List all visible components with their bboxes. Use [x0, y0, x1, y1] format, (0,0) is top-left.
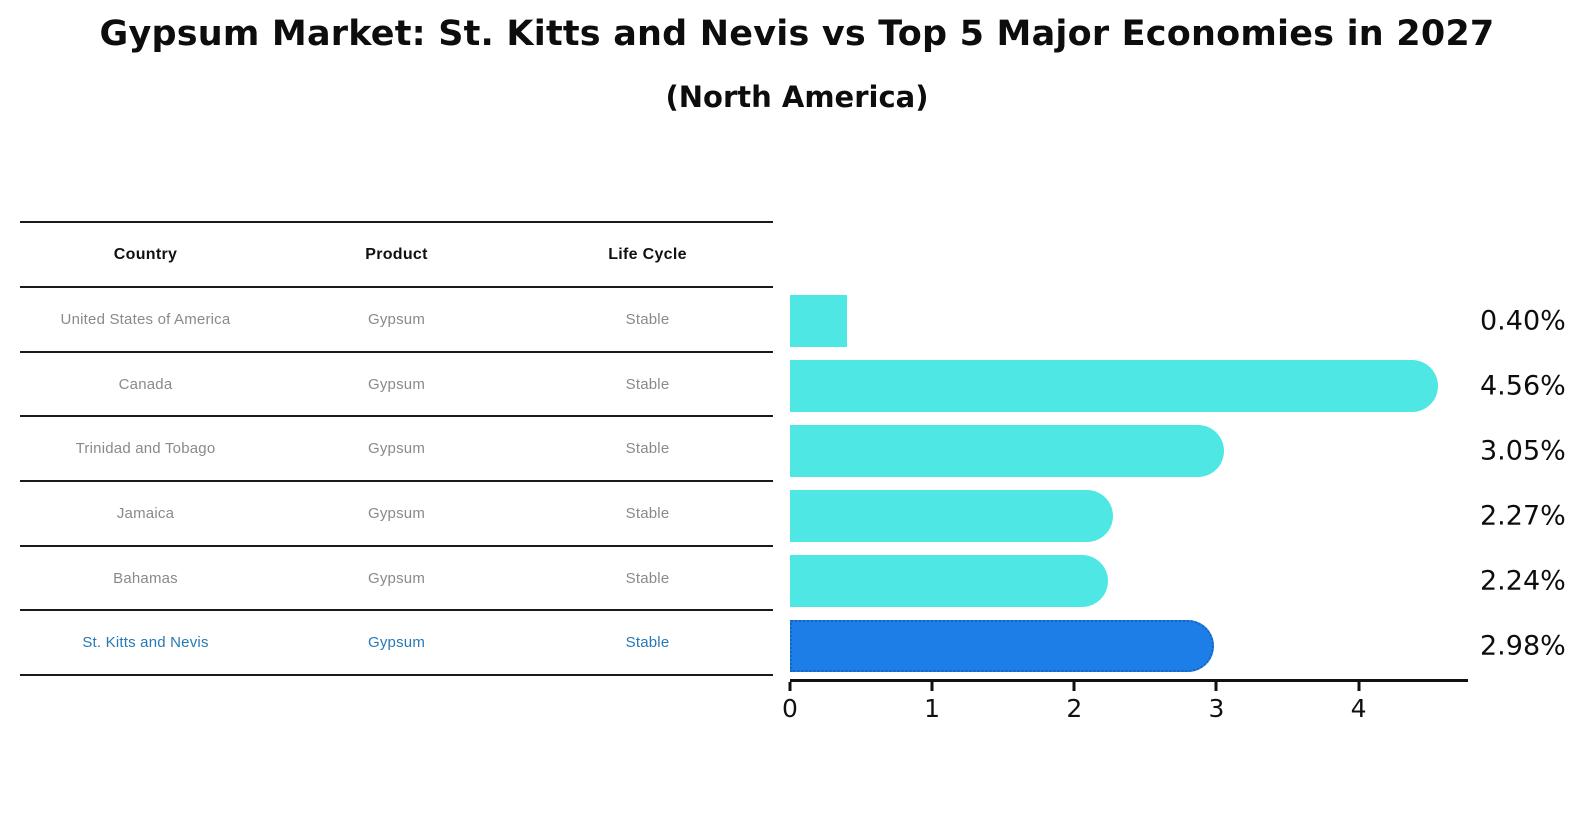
tick-label: 4	[1350, 694, 1367, 723]
table-cell-product: Gypsum	[367, 569, 426, 587]
table-cell-product: Gypsum	[367, 440, 426, 458]
table-cell-country: Trinidad and Tobago	[75, 440, 216, 458]
table-cell-country: Canada	[118, 375, 173, 393]
bar-row	[790, 353, 1468, 418]
table-cell-country: Bahamas	[113, 569, 178, 587]
tick-mark	[1072, 682, 1076, 691]
tick-label: 2	[1066, 694, 1083, 723]
table-header-product: Product	[365, 245, 428, 263]
table-cell-country: St. Kitts and Nevis	[82, 634, 209, 652]
value-label: 2.24%	[1480, 565, 1566, 597]
table-header-country: Country	[113, 245, 178, 263]
table-header-row: Country Product Life Cycle	[20, 223, 773, 288]
value-label: 2.27%	[1480, 500, 1566, 532]
bar	[790, 424, 1224, 477]
table-header-lifecycle: Life Cycle	[608, 245, 687, 263]
table-cell-country: United States of America	[60, 310, 231, 328]
tick-label: 3	[1208, 694, 1225, 723]
table-row: United States of America Gypsum Stable	[20, 288, 773, 353]
table-row: Canada Gypsum Stable	[20, 353, 773, 418]
table-cell-lifecycle: Stable	[625, 634, 670, 652]
bar-plot	[790, 288, 1468, 679]
bar	[790, 555, 1109, 608]
bar	[790, 294, 847, 347]
table-cell-lifecycle: Stable	[625, 569, 670, 587]
bar-row	[790, 418, 1468, 483]
bar-row	[790, 614, 1468, 679]
bar-row	[790, 549, 1468, 614]
table-cell-product: Gypsum	[367, 310, 426, 328]
table-row: St. Kitts and Nevis Gypsum Stable	[20, 611, 773, 677]
table-cell-lifecycle: Stable	[625, 375, 670, 393]
tick-mark	[788, 682, 792, 691]
bar	[790, 620, 1214, 673]
table-cell-product: Gypsum	[367, 634, 426, 652]
value-labels: 0.40% 4.56% 3.05% 2.27% 2.24% 2.98%	[1480, 288, 1590, 679]
value-label: 3.05%	[1480, 435, 1566, 467]
table-cell-product: Gypsum	[367, 504, 426, 522]
table-cell-product: Gypsum	[367, 375, 426, 393]
table-row: Bahamas Gypsum Stable	[20, 547, 773, 612]
tick-mark	[930, 682, 934, 691]
chart-subtitle: (North America)	[665, 80, 929, 114]
tick-mark	[1214, 682, 1218, 691]
table-cell-lifecycle: Stable	[625, 504, 670, 522]
bar	[790, 359, 1439, 412]
table-cell-lifecycle: Stable	[625, 310, 670, 328]
bar	[790, 490, 1113, 543]
bar-row	[790, 483, 1468, 548]
value-label: 4.56%	[1480, 370, 1566, 402]
x-axis-line	[790, 679, 1468, 682]
table-row: Jamaica Gypsum Stable	[20, 482, 773, 547]
chart-title: Gypsum Market: St. Kitts and Nevis vs To…	[99, 14, 1495, 54]
table-row: Trinidad and Tobago Gypsum Stable	[20, 417, 773, 483]
x-axis-ticks: 0 1 2 3 4	[782, 682, 1468, 732]
value-label: 2.98%	[1480, 630, 1566, 662]
value-label: 0.40%	[1480, 305, 1566, 337]
tick-label: 0	[782, 694, 798, 723]
comparison-table: Country Product Life Cycle United States…	[20, 221, 773, 677]
table-cell-country: Jamaica	[116, 504, 175, 522]
bar-row	[790, 288, 1468, 353]
tick-label: 1	[924, 694, 941, 723]
table-body: United States of America Gypsum Stable C…	[20, 288, 773, 677]
table-cell-lifecycle: Stable	[625, 440, 670, 458]
tick-mark	[1357, 682, 1361, 691]
